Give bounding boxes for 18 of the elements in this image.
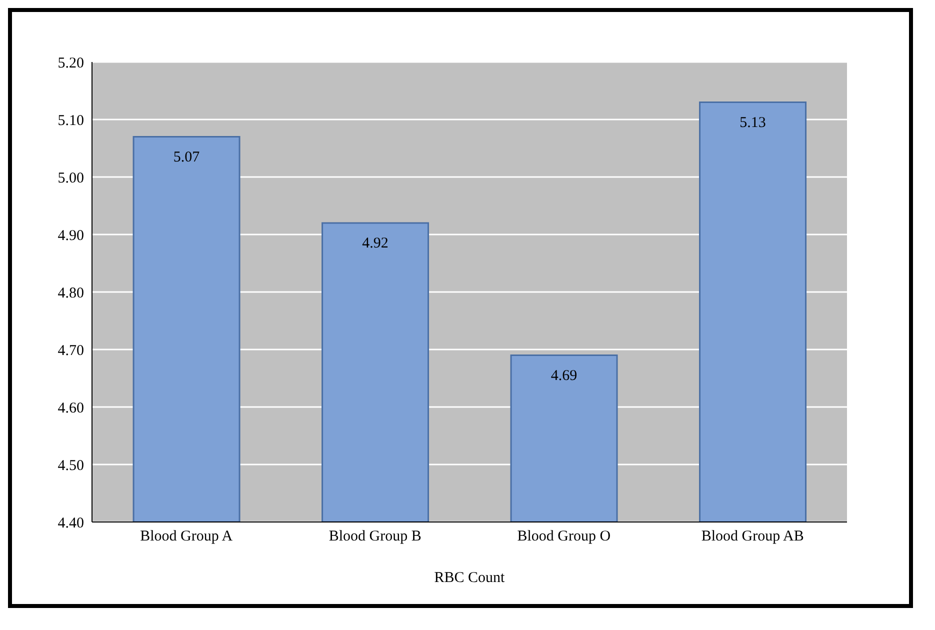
- x-tick-label: Blood Group B: [328, 528, 422, 545]
- y-tick-label: 4.70: [58, 342, 84, 359]
- y-tick-label: 5.10: [58, 112, 84, 129]
- y-tick-label: 4.60: [58, 400, 84, 416]
- y-tick-label: 5.00: [58, 170, 84, 186]
- data-label: 5.07: [173, 149, 200, 166]
- y-tick-label: 5.20: [58, 55, 84, 72]
- x-tick-label: Blood Group AB: [701, 528, 804, 545]
- data-label: 4.69: [550, 368, 578, 384]
- x-axis-title: RBC Count: [434, 570, 506, 586]
- data-label: 4.92: [362, 236, 388, 252]
- y-tick-label: 4.90: [58, 228, 84, 244]
- data-label: 5.13: [740, 114, 766, 131]
- y-tick-label: 4.40: [58, 515, 84, 532]
- y-tick-label: 4.50: [58, 458, 84, 474]
- x-tick-label: Blood Group O: [517, 528, 611, 545]
- y-tick-label: 4.80: [58, 285, 84, 302]
- x-tick-label: Blood Group A: [140, 528, 233, 545]
